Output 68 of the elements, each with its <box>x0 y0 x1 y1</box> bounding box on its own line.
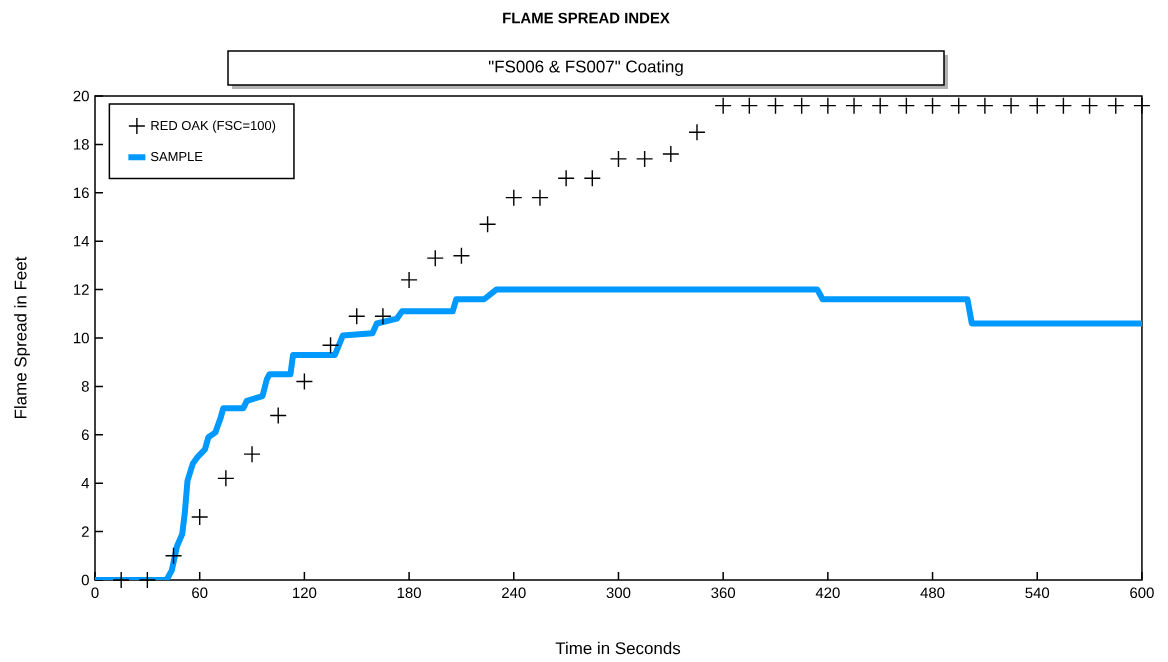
point <box>766 96 785 115</box>
point <box>714 96 732 115</box>
point <box>792 96 811 115</box>
point <box>557 169 575 187</box>
legend-label: SAMPLE <box>150 151 203 162</box>
x-tick-label: 360 <box>711 587 736 599</box>
point <box>950 96 968 115</box>
point <box>138 571 157 589</box>
point <box>374 307 392 325</box>
point <box>426 249 444 267</box>
point <box>321 336 340 354</box>
y-tick-label: 18 <box>74 139 89 150</box>
x-tick-label: 0 <box>91 587 99 599</box>
point <box>164 547 183 565</box>
y-axis-title: Flame Spread in Feet <box>14 256 30 419</box>
chart-title: FLAME SPREAD INDEX <box>503 12 670 24</box>
y-tick-label: 4 <box>81 478 90 489</box>
point <box>531 188 549 207</box>
point <box>1107 96 1125 115</box>
y-tick-label: 6 <box>81 429 89 441</box>
point <box>1133 96 1151 115</box>
point <box>635 150 654 168</box>
point <box>583 169 601 187</box>
point <box>740 96 759 115</box>
chart-subtitle: "FS006 & FS007" Coating <box>488 60 683 76</box>
y-tick-label: 2 <box>81 526 89 537</box>
point <box>191 508 209 526</box>
y-tick-label: 0 <box>81 574 89 586</box>
x-tick-label: 540 <box>1025 587 1050 599</box>
legend-label: RED OAK (FSC=100) <box>151 120 276 133</box>
x-tick-label: 600 <box>1130 587 1154 599</box>
x-tick-label: 240 <box>502 587 526 599</box>
point <box>923 96 942 115</box>
point <box>662 145 680 163</box>
point <box>976 96 994 115</box>
x-tick-label: 180 <box>397 587 421 599</box>
point <box>348 307 366 325</box>
point <box>295 372 314 391</box>
point <box>845 96 863 115</box>
point <box>269 406 287 425</box>
point <box>1080 96 1099 115</box>
point <box>478 215 497 233</box>
x-tick-label: 60 <box>192 587 208 599</box>
point <box>871 96 889 115</box>
y-tick-label: 14 <box>74 236 90 247</box>
x-tick-label: 300 <box>606 587 631 599</box>
point <box>609 150 628 168</box>
y-tick-label: 12 <box>74 284 89 295</box>
point <box>819 96 837 115</box>
y-tick-label: 20 <box>73 90 89 102</box>
x-axis-title: Time in Seconds <box>555 641 681 655</box>
point <box>112 571 130 589</box>
x-tick-label: 120 <box>293 587 317 599</box>
point <box>1028 96 1046 115</box>
point <box>505 188 523 207</box>
y-tick-label: 8 <box>81 381 89 392</box>
point <box>400 271 418 289</box>
point <box>452 247 471 265</box>
point <box>897 96 916 115</box>
point <box>217 469 235 488</box>
point <box>1002 96 1020 115</box>
point <box>1054 96 1073 115</box>
point <box>243 445 261 463</box>
y-tick-label: 10 <box>74 332 89 344</box>
point <box>688 123 706 141</box>
x-tick-label: 480 <box>920 587 945 599</box>
y-tick-label: 16 <box>74 187 89 199</box>
x-tick-label: 420 <box>815 587 840 599</box>
